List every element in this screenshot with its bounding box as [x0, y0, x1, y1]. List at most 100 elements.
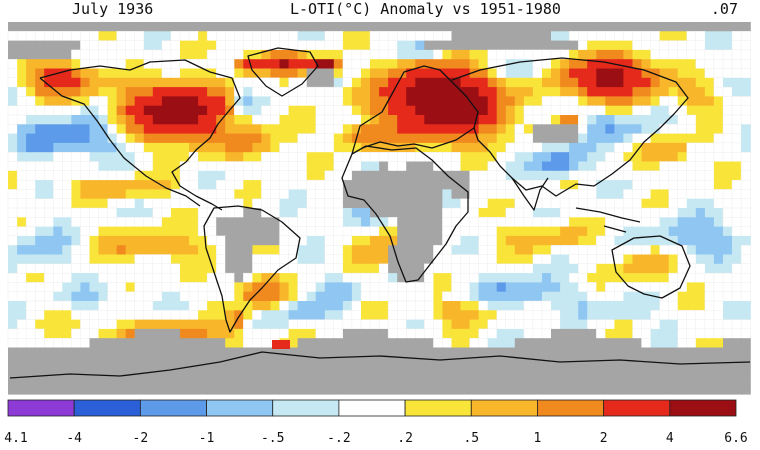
grid-cell — [469, 291, 480, 302]
legend-swatch — [139, 399, 207, 417]
grid-cell — [614, 77, 625, 88]
grid-cell — [677, 152, 688, 163]
grid-cell — [116, 180, 127, 190]
grid-cell — [469, 31, 480, 42]
grid-cell — [704, 40, 715, 51]
grid-cell — [53, 142, 63, 153]
grid-cell — [650, 22, 661, 32]
grid-cell — [225, 301, 235, 311]
grid-cell — [686, 133, 697, 144]
grid-cell — [134, 180, 145, 190]
grid-cell — [351, 208, 362, 218]
grid-cell — [424, 96, 434, 107]
grid-cell — [632, 87, 643, 97]
grid-cell — [650, 59, 661, 70]
grid-cell — [551, 68, 561, 79]
grid-cell — [125, 115, 136, 125]
grid-cell — [659, 152, 670, 163]
grid-cell — [542, 263, 552, 274]
grid-cell — [514, 105, 525, 116]
grid-cell — [17, 49, 27, 60]
grid-cell — [713, 161, 724, 172]
grid-cell — [225, 226, 235, 237]
grid-cell — [641, 254, 652, 265]
grid-cell — [732, 245, 742, 256]
grid-cell — [297, 49, 308, 60]
grid-cell — [161, 77, 172, 88]
grid-cell — [125, 152, 136, 163]
grid-cell — [578, 142, 588, 153]
grid-cell — [578, 301, 588, 311]
grid-cell — [478, 152, 489, 163]
grid-cell — [424, 170, 434, 181]
grid-cell — [333, 22, 344, 32]
grid-cell — [487, 301, 498, 311]
grid-cell — [596, 96, 606, 107]
grid-cell — [433, 235, 444, 246]
grid-cell — [152, 189, 163, 200]
grid-cell — [35, 68, 45, 79]
grid-cell — [406, 263, 416, 274]
grid-cell — [406, 254, 416, 265]
grid-cell — [505, 133, 516, 144]
grid-cell — [198, 152, 208, 163]
grid-cell — [125, 235, 136, 246]
grid-cell — [26, 115, 36, 125]
grid-cell — [225, 142, 235, 153]
grid-cell — [632, 152, 643, 163]
grid-cell — [370, 161, 380, 172]
grid-cell — [569, 291, 579, 302]
grid-cell — [370, 245, 380, 256]
grid-cell — [71, 59, 82, 70]
grid-cell — [695, 133, 706, 144]
grid-cell — [180, 208, 190, 218]
grid-cell — [614, 115, 625, 125]
grid-cell — [80, 87, 91, 97]
grid-cell — [623, 22, 634, 32]
grid-cell — [460, 59, 471, 70]
grid-cell — [252, 96, 263, 107]
grid-cell — [71, 291, 82, 302]
grid-cell — [252, 282, 263, 293]
grid-cell — [62, 96, 72, 107]
grid-cell — [732, 77, 742, 88]
grid-cell — [650, 105, 661, 116]
grid-cell — [397, 170, 407, 181]
grid-cell — [107, 133, 118, 144]
grid-cell — [370, 96, 380, 107]
grid-cell — [560, 291, 570, 302]
grid-cell — [686, 217, 697, 228]
grid-cell — [659, 87, 670, 97]
grid-cell — [379, 87, 389, 97]
grid-cell — [80, 22, 91, 32]
grid-cell — [623, 180, 634, 190]
grid-cell — [370, 217, 380, 228]
grid-cell — [261, 217, 272, 228]
grid-cell — [514, 245, 525, 256]
grid-cell — [351, 180, 362, 190]
grid-cell — [161, 161, 172, 172]
grid-cell — [496, 115, 507, 125]
grid-cell — [8, 96, 18, 107]
grid-cell — [713, 40, 724, 51]
grid-cell — [89, 152, 100, 163]
grid-cell — [514, 115, 525, 125]
grid-cell — [496, 235, 507, 246]
grid-cell — [315, 282, 326, 293]
grid-cell — [234, 301, 244, 311]
grid-cell — [98, 133, 109, 144]
grid-cell — [62, 245, 72, 256]
grid-cell — [306, 124, 317, 135]
grid-cell — [98, 87, 109, 97]
grid-cell — [134, 105, 145, 116]
grid-cell — [569, 133, 579, 144]
grid-cell — [514, 68, 525, 79]
map-title: L-OTI(°C) Anomaly vs 1951-1980 — [290, 0, 561, 18]
grid-cell — [152, 170, 163, 181]
grid-cell — [650, 198, 661, 209]
grid-cell — [71, 235, 82, 246]
grid-cell — [650, 142, 661, 153]
grid-cell — [161, 96, 172, 107]
grid-cell — [677, 77, 688, 88]
grid-cell — [424, 245, 434, 256]
